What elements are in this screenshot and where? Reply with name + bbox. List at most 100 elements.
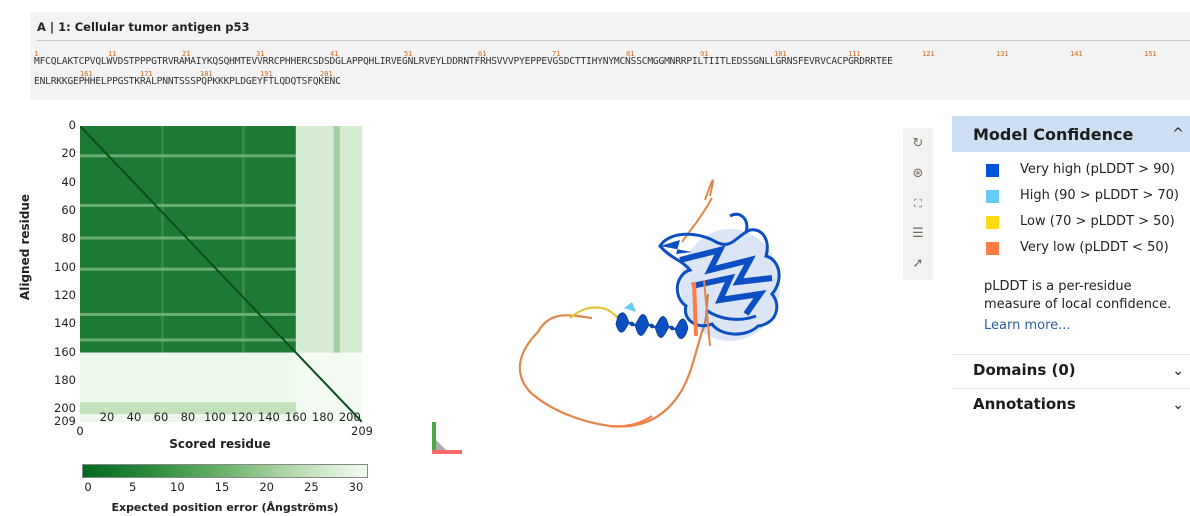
y-tick-label: 80 bbox=[61, 231, 76, 246]
residue-number: 161 bbox=[80, 70, 93, 78]
axis-glyph bbox=[432, 422, 462, 454]
legend-label: Low (70 > pLDDT > 50) bbox=[1020, 214, 1175, 229]
pae-plot: Aligned residue 0 20 40 60 80 100 120 140 160 180… bbox=[0, 110, 380, 516]
diagonal bbox=[80, 126, 362, 422]
residue-number-row: 161 171 181 191 201 bbox=[34, 70, 1184, 78]
y-tick-label: 0 bbox=[68, 118, 76, 132]
x-tick-label: 0 bbox=[76, 424, 84, 438]
residue-number: 181 bbox=[200, 70, 213, 78]
heatmap-stripe bbox=[333, 126, 340, 353]
residue-number: 131 bbox=[996, 50, 1009, 58]
x-tick-label: 60 bbox=[153, 410, 169, 424]
chevron-up-icon[interactable]: ^ bbox=[1172, 126, 1184, 142]
side-panel: Model Confidence ^ Very high (pLDDT > 90… bbox=[952, 112, 1190, 413]
divider bbox=[37, 40, 1190, 41]
y-tick-label: 120 bbox=[54, 287, 76, 302]
model-confidence-title: Model Confidence bbox=[973, 125, 1134, 144]
y-tick-label: 160 bbox=[54, 344, 76, 359]
colorbar-tick-label: 0 bbox=[84, 480, 92, 494]
chevron-down-icon[interactable]: ⌄ bbox=[1172, 363, 1184, 379]
colorbar-tick-label: 15 bbox=[214, 480, 230, 494]
y-tick-label: 60 bbox=[61, 202, 76, 217]
settings-icon[interactable]: ☰ bbox=[912, 226, 924, 241]
residue-number: 121 bbox=[922, 50, 935, 58]
model-confidence-header[interactable]: Model Confidence ^ bbox=[952, 116, 1190, 152]
heatmap-stripe bbox=[80, 203, 296, 207]
heatmap-stripe bbox=[80, 312, 296, 316]
residue-number-row: 1 11 21 31 41 51 61 71 81 91 101 111 121 131 141 151 bbox=[34, 50, 1184, 58]
colorbar-title: Expected position error (Ångströms) bbox=[111, 501, 339, 514]
colorbar-tick-label: 30 bbox=[348, 480, 364, 494]
residue-number: 171 bbox=[140, 70, 153, 78]
sequence-line-2[interactable]: ENLRKKGEPHHELPPGSTKRALPNNTSSSPQPKKKPLDGE… bbox=[34, 76, 341, 87]
selection-icon[interactable]: ➚ bbox=[912, 256, 924, 271]
legend-item: Very high (pLDDT > 90) bbox=[986, 162, 1186, 178]
domains-title: Domains (0) bbox=[973, 361, 1076, 379]
x-tick-label: 140 bbox=[257, 410, 280, 424]
residue-number: 141 bbox=[1070, 50, 1083, 58]
pae-heatmap[interactable] bbox=[80, 126, 362, 422]
x-tick-label: 40 bbox=[126, 410, 142, 424]
residue-number: 101 bbox=[774, 50, 787, 58]
heatmap-stripe bbox=[80, 338, 296, 342]
residue-number: 11 bbox=[108, 50, 117, 58]
legend-item: Low (70 > pLDDT > 50) bbox=[986, 214, 1186, 230]
residue-number: 71 bbox=[552, 50, 561, 58]
y-tick-label: 140 bbox=[54, 316, 76, 331]
colorbar-tick-label: 10 bbox=[170, 480, 185, 494]
legend-swatch bbox=[986, 216, 999, 229]
residue-number: 51 bbox=[404, 50, 413, 58]
x-tick-label: 100 bbox=[203, 410, 226, 424]
residue-number: 191 bbox=[260, 70, 273, 78]
sequence-panel: A | 1: Cellular tumor antigen p53 1 11 21 3… bbox=[30, 12, 1190, 100]
heatmap-stripe bbox=[80, 402, 296, 415]
structure-viewer[interactable] bbox=[420, 110, 940, 510]
chain-title: A | 1: Cellular tumor antigen p53 bbox=[37, 20, 250, 34]
reset-icon[interactable]: ↻ bbox=[912, 136, 924, 151]
heatmap-stripe bbox=[241, 126, 245, 353]
annotations-section[interactable]: Annotations ⌄ bbox=[952, 388, 1190, 421]
residue-number: 81 bbox=[626, 50, 635, 58]
sequence-line-1[interactable]: MFCQLAKTCPVQLWVDSTPPPGTRVRAMAIYKQSQHMTEV… bbox=[34, 56, 893, 67]
domains-section[interactable]: Domains (0) ⌄ bbox=[952, 354, 1190, 387]
residue-number: 1 bbox=[34, 50, 39, 58]
y-tick-label: 180 bbox=[54, 372, 76, 387]
residue-number: 41 bbox=[330, 50, 339, 58]
y-tick-label: 200 bbox=[54, 401, 76, 416]
residue-number: 21 bbox=[182, 50, 191, 58]
x-tick-label: 160 bbox=[284, 410, 307, 424]
x-tick-label: 200 bbox=[338, 410, 361, 424]
y-tick-label: 100 bbox=[54, 259, 76, 274]
heatmap-stripe bbox=[80, 267, 296, 271]
fullscreen-icon[interactable]: ⛶ bbox=[914, 197, 922, 210]
x-tick-label: 180 bbox=[311, 410, 334, 424]
x-tick-label: 20 bbox=[99, 410, 115, 424]
y-axis-title: Aligned residue bbox=[18, 193, 32, 301]
residue-number: 31 bbox=[256, 50, 265, 58]
plddt-description: pLDDT is a per-residue measure of local … bbox=[984, 279, 1172, 312]
y-tick-label: 40 bbox=[61, 174, 76, 189]
annotations-title: Annotations bbox=[973, 395, 1076, 413]
colorbar-tick-label: 25 bbox=[304, 480, 319, 494]
y-tick-label: 209 bbox=[54, 414, 76, 428]
protein-structure[interactable] bbox=[420, 110, 940, 510]
legend-label: Very low (pLDDT < 50) bbox=[1020, 240, 1169, 255]
legend-item: Very low (pLDDT < 50) bbox=[986, 240, 1186, 256]
legend-item: High (90 > pLDDT > 70) bbox=[986, 188, 1186, 204]
learn-more-link[interactable]: Learn more... bbox=[984, 318, 1071, 333]
heatmap-stripe bbox=[80, 154, 296, 158]
x-tick-label: 209 bbox=[351, 424, 373, 438]
x-axis-title: Scored residue bbox=[169, 437, 271, 451]
legend-swatch bbox=[986, 190, 999, 203]
x-tick-label: 80 bbox=[180, 410, 196, 424]
x-tick-label: 120 bbox=[230, 410, 253, 424]
colorbar-tick-label: 5 bbox=[128, 480, 137, 494]
chevron-down-icon[interactable]: ⌄ bbox=[1172, 397, 1184, 413]
legend-swatch bbox=[986, 164, 999, 177]
legend-label: Very high (pLDDT > 90) bbox=[1020, 162, 1175, 177]
high-error-block bbox=[295, 126, 362, 353]
spin-icon[interactable]: ⊛ bbox=[912, 166, 924, 181]
residue-number: 151 bbox=[1144, 50, 1157, 58]
residue-number: 61 bbox=[478, 50, 487, 58]
colorbar bbox=[82, 464, 368, 478]
